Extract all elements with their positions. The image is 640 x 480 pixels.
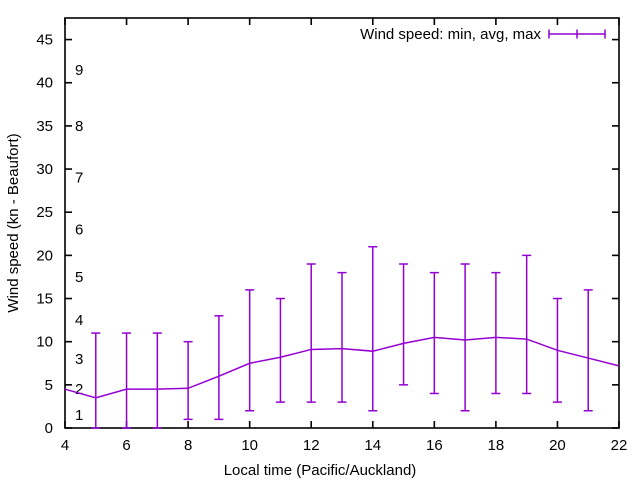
y-tick-label: 20 [36,247,53,264]
beaufort-label: 6 [75,221,83,238]
plot-frame [64,17,620,429]
legend-label: Wind speed: min, avg, max [360,26,541,43]
x-tick-label: 4 [61,437,69,454]
y-tick-label: 0 [45,420,53,437]
x-tick-label: 12 [303,437,320,454]
y-tick-label: 15 [36,291,53,308]
y-axis-title: Wind speed (kn - Beaufort) [5,133,22,312]
beaufort-label: 1 [75,407,83,424]
y-tick-label: 35 [36,118,53,135]
y-tick-label: 45 [36,32,53,49]
y-tick-label: 5 [45,377,53,394]
y-tick-label: 40 [36,75,53,92]
beaufort-label: 7 [75,170,83,187]
beaufort-label: 9 [75,62,83,79]
beaufort-label: 5 [75,269,83,286]
x-tick-label: 10 [241,437,258,454]
beaufort-label: 4 [75,312,83,329]
legend-group: Wind speed: min, avg, max [360,26,606,43]
x-axis-title: Local time (Pacific/Auckland) [224,462,417,479]
error-bars-group [91,245,593,429]
beaufort-label: 2 [75,381,83,398]
x-tick-label: 20 [549,437,566,454]
x-tick-label: 6 [122,437,130,454]
x-tick-label: 14 [364,437,381,454]
average-line [64,336,620,399]
x-axis-group: 4 6 8 10 12 14 16 18 20 22 [61,18,628,454]
x-tick-label: 8 [184,437,192,454]
x-tick-label: 16 [426,437,443,454]
beaufort-label: 8 [75,118,83,135]
beaufort-label: 3 [75,351,83,368]
y-tick-label: 30 [36,161,53,178]
x-tick-label: 18 [488,437,505,454]
x-tick-label: 22 [611,437,628,454]
y-tick-label: 25 [36,204,53,221]
plot-border-group [64,17,620,429]
y-tick-label: 10 [36,334,53,351]
beaufort-scale-group: 1 2 3 4 5 6 7 8 9 [75,62,83,424]
